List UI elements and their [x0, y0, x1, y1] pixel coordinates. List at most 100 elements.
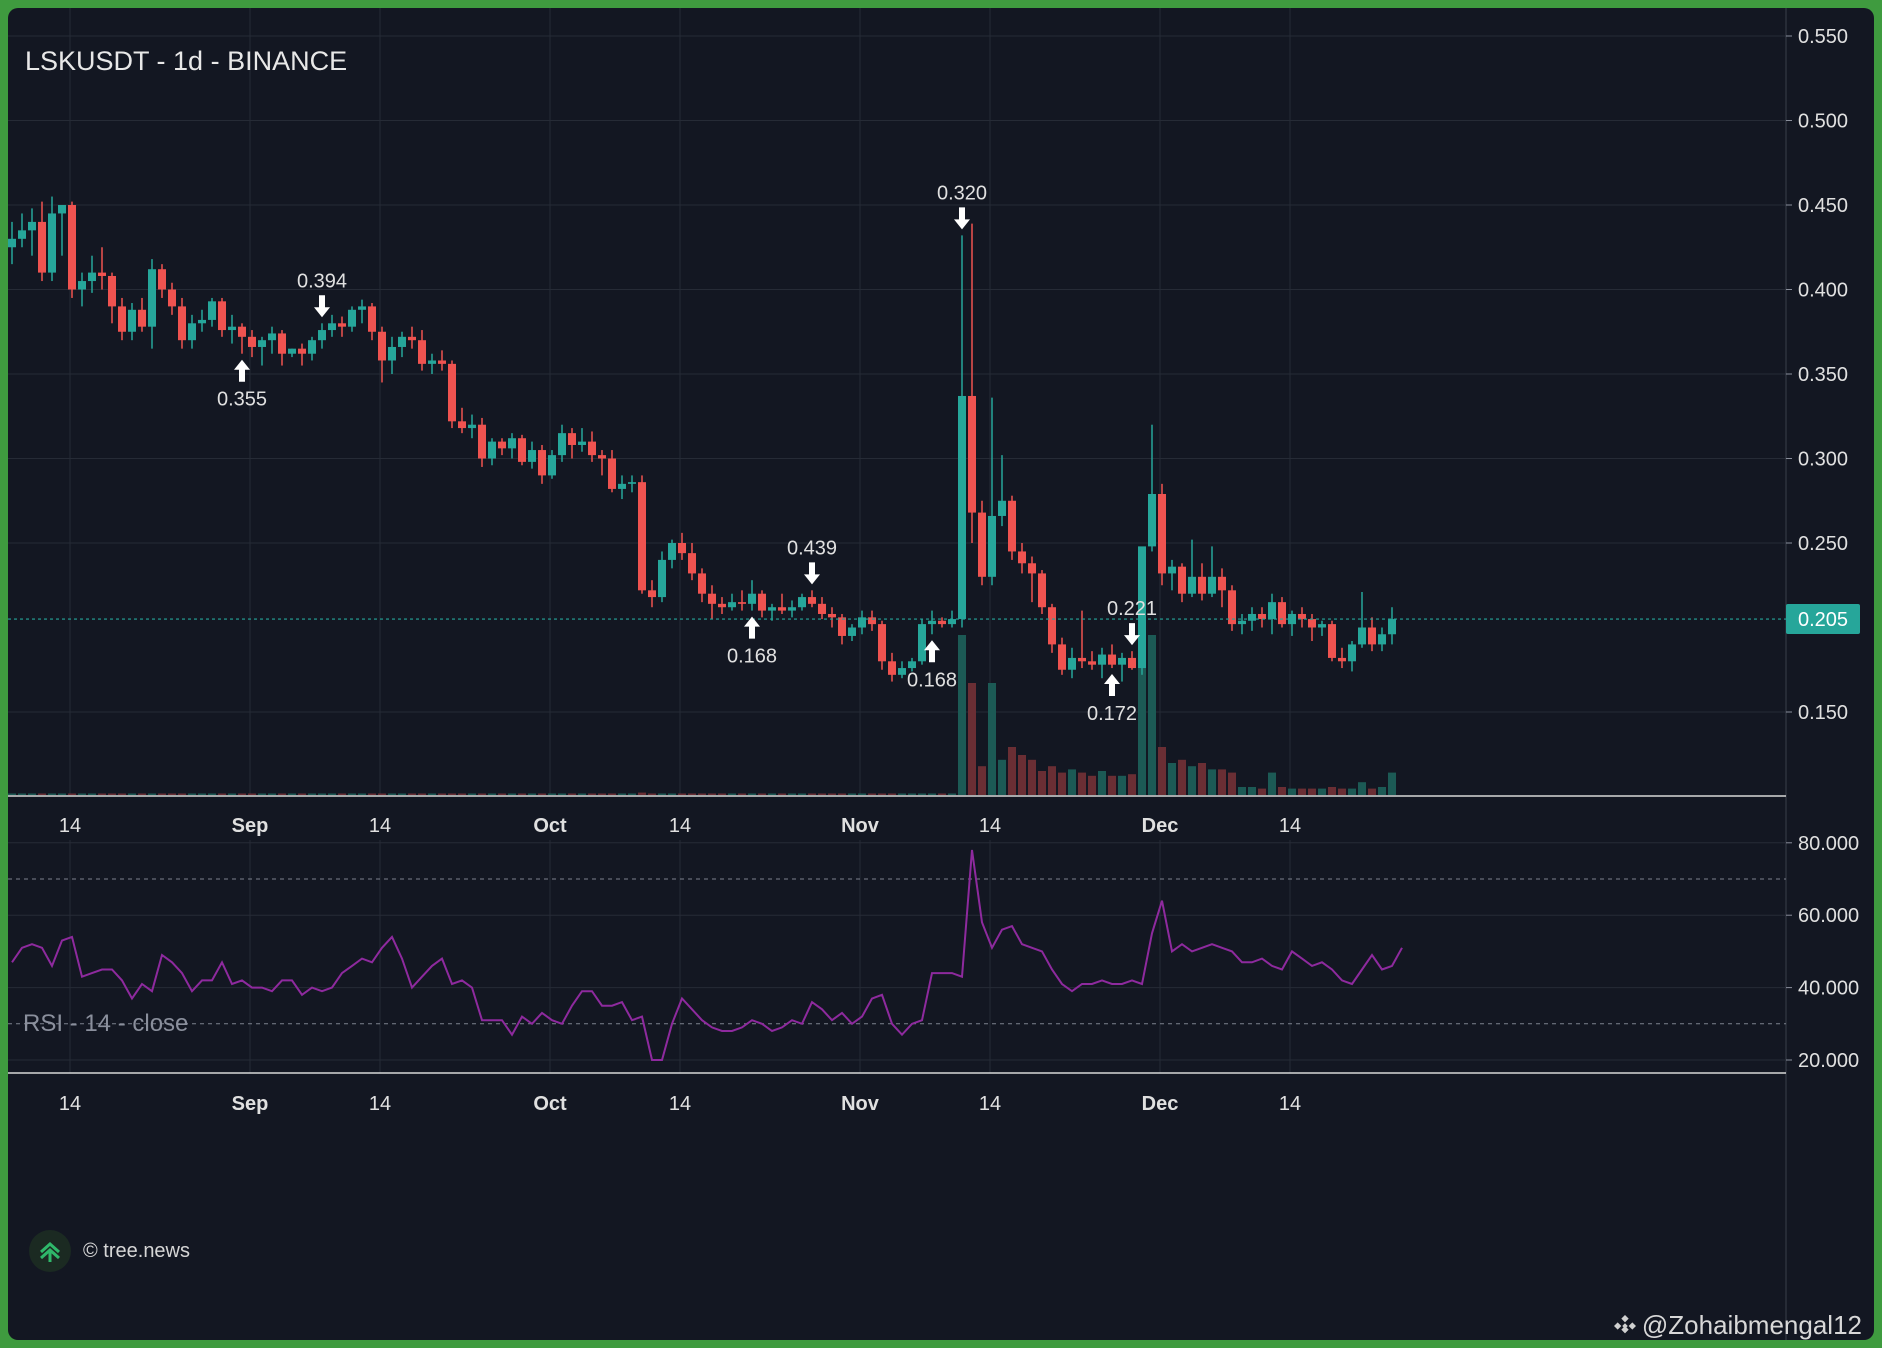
- volume-bar: [398, 793, 406, 795]
- volume-bar: [1088, 775, 1096, 795]
- candle-body: [1168, 566, 1176, 574]
- candle-body: [268, 333, 276, 341]
- annotation-high: [804, 562, 820, 585]
- arrow-down-icon: [1124, 623, 1140, 646]
- arrow-up-icon: [744, 616, 760, 639]
- candle-body: [628, 482, 636, 484]
- rsi-axis-label: 40.000: [1798, 978, 1859, 1000]
- volume-bar: [1378, 787, 1386, 795]
- volume-bar: [508, 793, 516, 795]
- candle-body: [508, 438, 516, 449]
- volume-bar: [908, 793, 916, 795]
- volume-bar: [978, 766, 986, 795]
- price-axis-label: 0.300: [1798, 449, 1848, 471]
- annotation-label: 0.439: [787, 537, 837, 559]
- volume-bar: [668, 793, 676, 795]
- volume-bar: [1258, 788, 1266, 795]
- candle-body: [988, 515, 996, 577]
- candle-body: [308, 340, 316, 354]
- volume-bar: [768, 793, 776, 795]
- rsi-title: RSI - 14 - close: [23, 1010, 189, 1037]
- annotation-high: [314, 295, 330, 318]
- rsi-x-axis-label: 14: [59, 1093, 81, 1115]
- volume-bar: [1358, 782, 1366, 795]
- candle-body: [228, 326, 236, 331]
- volume-bar: [678, 793, 686, 795]
- candle-body: [438, 360, 446, 364]
- candle-body: [478, 424, 486, 459]
- main-x-axis-label: 14: [59, 815, 81, 837]
- annotation-label: 0.168: [907, 669, 957, 691]
- candle-body: [748, 593, 756, 604]
- volume-bar: [888, 793, 896, 795]
- volume-bar: [718, 793, 726, 795]
- candle-body: [888, 661, 896, 675]
- candle-body: [548, 455, 556, 476]
- candle-body: [198, 319, 206, 324]
- candle-body: [1178, 566, 1186, 594]
- brand: © tree.news: [29, 1230, 190, 1272]
- candle-body: [1348, 644, 1356, 662]
- volume-bar: [348, 793, 356, 795]
- candle-body: [698, 573, 706, 594]
- candle-body: [1198, 576, 1206, 594]
- candle-body: [18, 230, 26, 239]
- main-x-axis-label: Sep: [232, 815, 269, 837]
- candle-body: [108, 275, 116, 307]
- volume-bar: [918, 793, 926, 795]
- annotation-low: [744, 616, 760, 639]
- candle-body: [768, 607, 776, 611]
- volume-bar: [928, 793, 936, 795]
- candle-body: [1148, 493, 1156, 547]
- candle-body: [88, 272, 96, 282]
- volume-bar: [958, 635, 966, 795]
- volume-bar: [1098, 771, 1106, 795]
- volume-bar: [1268, 772, 1276, 795]
- candle-body: [158, 269, 166, 290]
- volume-bar: [1078, 772, 1086, 795]
- candle-body: [588, 441, 596, 456]
- candle-body: [1388, 619, 1396, 635]
- tree-logo-icon: [29, 1230, 71, 1272]
- volume-bar: [358, 793, 366, 795]
- volume-bar: [338, 793, 346, 795]
- volume-bar: [28, 793, 36, 795]
- volume-bar: [988, 683, 996, 795]
- candle-body: [348, 309, 356, 327]
- volume-bar: [838, 793, 846, 795]
- annotation-label: 0.168: [727, 646, 777, 668]
- volume-bar: [938, 793, 946, 795]
- candle-body: [1238, 620, 1246, 625]
- candle-body: [718, 603, 726, 608]
- volume-bar: [148, 793, 156, 795]
- candle-body: [48, 213, 56, 273]
- price-chart[interactable]: 0.550 0.500 0.450 0.400 0.350 0.300 0.250 0.150…: [8, 8, 1874, 1340]
- candle-body: [818, 603, 826, 614]
- volume-bar: [1148, 635, 1156, 795]
- volume-bar: [98, 793, 106, 795]
- candle-body: [98, 272, 106, 276]
- candle-body: [618, 483, 626, 489]
- candle-body: [778, 607, 786, 611]
- candle-body: [168, 289, 176, 307]
- rsi-x-axis-label: Nov: [841, 1093, 880, 1115]
- volume-bar: [1218, 769, 1226, 795]
- candle-body: [138, 309, 146, 327]
- candle-body: [78, 281, 86, 290]
- volume-bar: [1138, 635, 1146, 795]
- candle-body: [928, 620, 936, 625]
- candle-body: [968, 395, 976, 513]
- volume-bar: [228, 793, 236, 795]
- volume-bar: [1368, 788, 1376, 795]
- candle-body: [1028, 563, 1036, 574]
- candle-body: [358, 306, 366, 310]
- volume-bar: [18, 793, 26, 795]
- volume-bar: [288, 793, 296, 795]
- brand-text: © tree.news: [83, 1239, 191, 1262]
- candle-body: [688, 553, 696, 574]
- volume-bar: [178, 793, 186, 795]
- binance-logo-icon: [1613, 1314, 1636, 1333]
- candle-body: [218, 301, 226, 331]
- candle-body: [648, 590, 656, 598]
- candle-body: [1368, 627, 1376, 645]
